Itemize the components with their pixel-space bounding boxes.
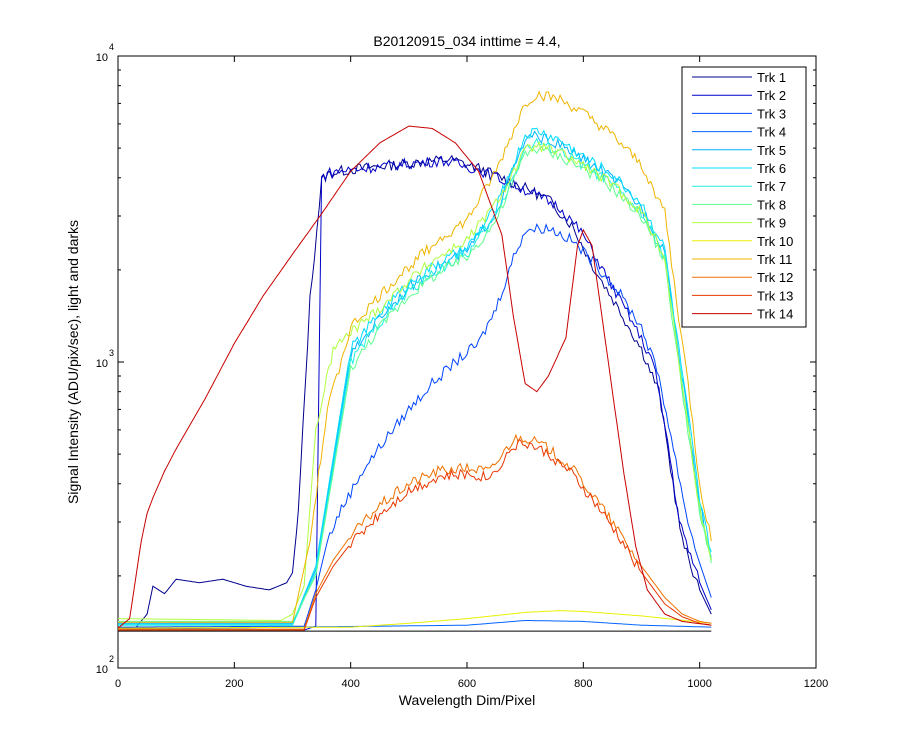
series-line-trk-6 bbox=[118, 127, 712, 625]
series-line-trk-13 bbox=[118, 439, 712, 631]
x-tick-label: 1000 bbox=[687, 678, 711, 690]
x-tick-label: 0 bbox=[115, 678, 121, 690]
legend-label: Trk 11 bbox=[757, 252, 792, 267]
legend-label: Trk 8 bbox=[757, 197, 786, 212]
series-line-trk-11 bbox=[118, 90, 712, 623]
series-line-trk-8 bbox=[118, 145, 712, 622]
x-tick-label: 600 bbox=[458, 678, 476, 690]
y-tick-label: 10 bbox=[96, 52, 108, 64]
x-axis-label: Wavelength Dim/Pixel bbox=[399, 692, 535, 708]
series-line-trk-12 bbox=[118, 433, 712, 630]
legend[interactable]: Trk 1 Trk 2 Trk 3 Trk 4 Trk 5 Trk 6 Trk 7 Trk 8… bbox=[681, 66, 807, 328]
x-tick-labels: 0 200 400 600 800 1000 1200 bbox=[115, 678, 828, 690]
x-tick-label: 200 bbox=[225, 678, 243, 690]
y-tick-exponent: 2 bbox=[109, 654, 114, 664]
legend-label: Trk 12 bbox=[757, 270, 793, 285]
y-tick-label: 10 bbox=[96, 664, 108, 676]
series-line-trk-10 bbox=[118, 610, 712, 629]
x-tick-label: 400 bbox=[341, 678, 359, 690]
series-line-trk-1 bbox=[118, 154, 712, 629]
legend-label: Trk 10 bbox=[757, 234, 793, 249]
legend-label: Trk 9 bbox=[757, 216, 786, 231]
legend-label: Trk 3 bbox=[757, 106, 786, 121]
legend-label: Trk 13 bbox=[757, 288, 793, 303]
y-tick-label: 10 bbox=[96, 358, 108, 370]
legend-label: Trk 6 bbox=[757, 161, 786, 176]
legend-label: Trk 5 bbox=[757, 143, 786, 158]
y-tick-exponent: 3 bbox=[109, 348, 114, 358]
legend-label: Trk 14 bbox=[757, 307, 793, 322]
y-tick-exponent: 4 bbox=[109, 42, 114, 52]
axis-ticks bbox=[117, 56, 817, 669]
legend-label: Trk 2 bbox=[757, 88, 786, 103]
legend-label: Trk 7 bbox=[757, 179, 786, 194]
legend-label: Trk 1 bbox=[757, 70, 786, 85]
series-line-trk-9 bbox=[118, 140, 712, 622]
series-lines bbox=[117, 90, 712, 632]
series-line-trk-3 bbox=[118, 223, 712, 628]
legend-label: Trk 4 bbox=[757, 125, 786, 140]
series-line-trk-14 bbox=[117, 125, 712, 629]
series-line-trk-5 bbox=[118, 130, 712, 624]
x-tick-label: 1200 bbox=[804, 678, 828, 690]
x-tick-label: 800 bbox=[574, 678, 592, 690]
y-axis-label: Signal Intensity (ADU/pix/sec), light an… bbox=[65, 220, 81, 504]
legend-box bbox=[681, 66, 807, 328]
chart-title: B20120915_034 inttime = 4.4, bbox=[373, 33, 560, 49]
